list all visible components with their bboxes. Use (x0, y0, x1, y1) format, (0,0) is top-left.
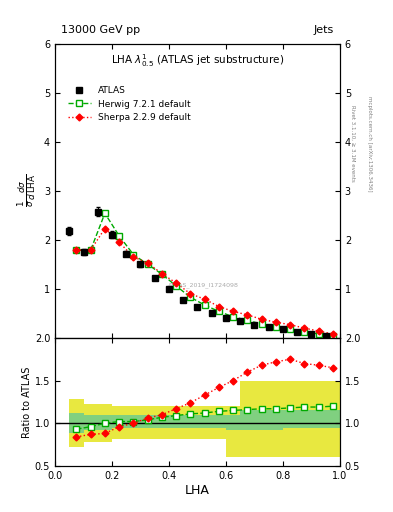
X-axis label: LHA: LHA (185, 483, 210, 497)
Y-axis label: $\frac{1}{\sigma}\frac{d\sigma}{d\,\mathrm{LHA}}$: $\frac{1}{\sigma}\frac{d\sigma}{d\,\math… (17, 174, 39, 207)
Y-axis label: Ratio to ATLAS: Ratio to ATLAS (22, 366, 32, 438)
Legend: ATLAS, Herwig 7.2.1 default, Sherpa 2.2.9 default: ATLAS, Herwig 7.2.1 default, Sherpa 2.2.… (65, 83, 193, 125)
Text: ATLAS_2019_I1724098: ATLAS_2019_I1724098 (168, 282, 239, 288)
Text: Jets: Jets (314, 25, 334, 35)
Text: LHA $\lambda^1_{0.5}$ (ATLAS jet substructure): LHA $\lambda^1_{0.5}$ (ATLAS jet substru… (111, 52, 284, 69)
Text: 13000 GeV pp: 13000 GeV pp (61, 25, 140, 35)
Text: mcplots.cern.ch [arXiv:1306.3436]: mcplots.cern.ch [arXiv:1306.3436] (367, 96, 373, 191)
Text: Rivet 3.1.10, ≥ 3.1M events: Rivet 3.1.10, ≥ 3.1M events (350, 105, 355, 182)
